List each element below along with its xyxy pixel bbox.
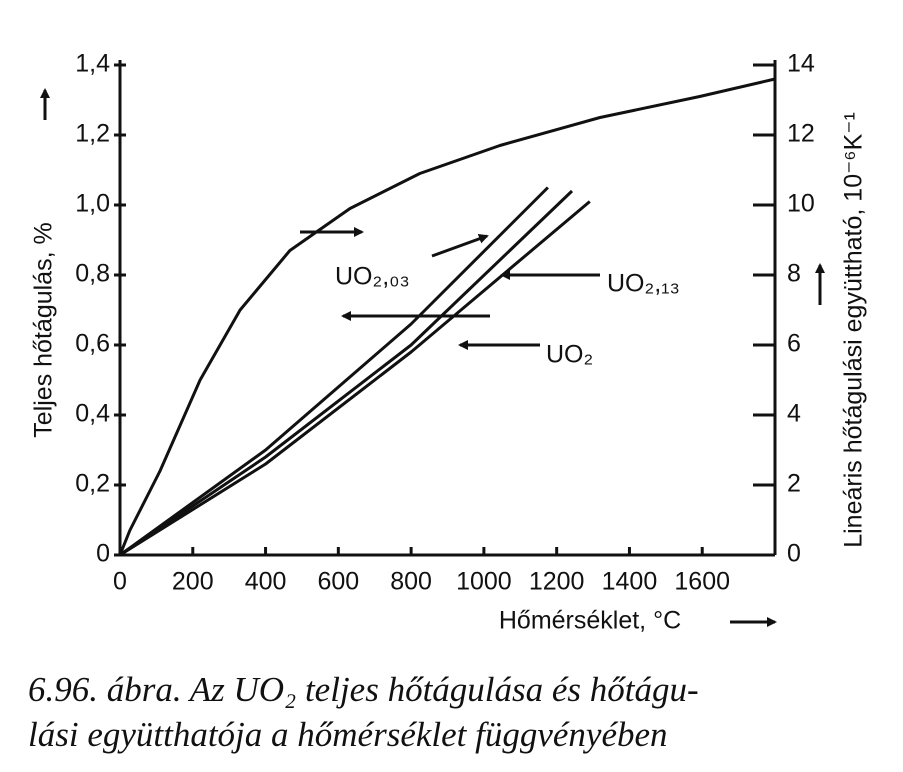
y-tick-label: 0,4 [75, 400, 110, 428]
series-label: UO₂,₀₃ [335, 263, 410, 291]
y2-tick-label: 8 [787, 260, 801, 288]
x-tick-label: 1600 [674, 568, 730, 596]
data-line [118, 77, 776, 556]
data-line [119, 186, 549, 557]
caption: 6.96. ábra. Az UO₂ teljes hőtágulása és … [28, 670, 699, 709]
y-tick-label: 1,2 [75, 120, 110, 148]
x-axis-label: Hőmérséklet, °C [499, 607, 681, 635]
y-axis-label: Teljes hőtágulás, % [30, 222, 58, 437]
y2-tick-label: 4 [787, 400, 801, 428]
x-tick-label: 800 [390, 568, 432, 596]
y2-tick-label: 2 [787, 470, 801, 498]
y2-tick-label: 14 [787, 50, 815, 78]
data-line [119, 189, 574, 557]
x-tick-label: 1000 [456, 568, 512, 596]
data-line [119, 200, 591, 557]
y-tick-label: 0,2 [75, 470, 110, 498]
y2-tick-label: 6 [787, 330, 801, 358]
x-tick-label: 0 [113, 568, 127, 596]
x-tick-label: 1400 [602, 568, 658, 596]
y-tick-label: 0 [96, 540, 110, 568]
series-label: UO₂ [546, 341, 593, 369]
y2-tick-label: 0 [787, 540, 801, 568]
y2-axis-label: Lineáris hőtágulási együttható, 10⁻⁶K⁻¹ [840, 112, 868, 548]
series-label: UO₂,₁₃ [607, 270, 680, 298]
y2-tick-label: 12 [787, 120, 815, 148]
x-tick-label: 400 [245, 568, 287, 596]
y-tick-label: 1,0 [75, 190, 110, 218]
x-tick-label: 600 [317, 568, 359, 596]
y2-tick-label: 10 [787, 190, 815, 218]
x-tick-label: 1200 [529, 568, 585, 596]
arrow [431, 234, 489, 258]
y-tick-label: 0,8 [75, 260, 110, 288]
x-tick-label: 200 [172, 568, 214, 596]
y-tick-label: 1,4 [75, 50, 110, 78]
caption: lási együtthatója a hőmérséklet függvény… [28, 715, 668, 754]
y-tick-label: 0,6 [75, 330, 110, 358]
